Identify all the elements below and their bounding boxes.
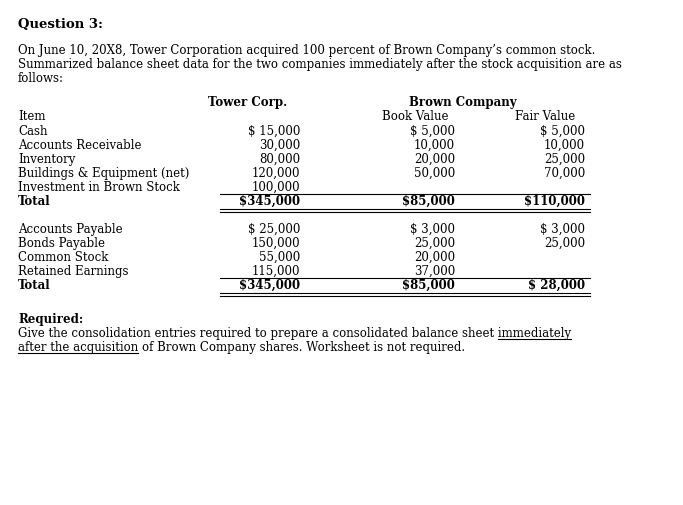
Text: 20,000: 20,000 — [414, 153, 455, 166]
Text: 55,000: 55,000 — [259, 251, 300, 264]
Text: after the acquisition of Brown Company shares. Worksheet is not required.: after the acquisition of Brown Company s… — [18, 341, 465, 354]
Text: Brown Company: Brown Company — [409, 96, 517, 109]
Text: 80,000: 80,000 — [259, 153, 300, 166]
Text: Inventory: Inventory — [18, 153, 75, 166]
Text: Investment in Brown Stock: Investment in Brown Stock — [18, 181, 180, 194]
Text: Summarized balance sheet data for the two companies immediately after the stock : Summarized balance sheet data for the tw… — [18, 58, 622, 71]
Text: 115,000: 115,000 — [251, 265, 300, 278]
Text: $ 3,000: $ 3,000 — [540, 223, 585, 236]
Text: Common Stock: Common Stock — [18, 251, 109, 264]
Text: 150,000: 150,000 — [251, 237, 300, 250]
Text: follows:: follows: — [18, 72, 64, 85]
Text: 25,000: 25,000 — [544, 237, 585, 250]
Text: 25,000: 25,000 — [544, 153, 585, 166]
Text: $ 5,000: $ 5,000 — [540, 125, 585, 138]
Text: after the acquisition: after the acquisition — [18, 341, 138, 354]
Text: 100,000: 100,000 — [251, 181, 300, 194]
Text: Book Value: Book Value — [382, 110, 448, 123]
Text: Give the consolidation entries required to prepare a consolidated balance sheet : Give the consolidation entries required … — [18, 327, 571, 340]
Text: On June 10, 20X8, Tower Corporation acquired 100 percent of Brown Company’s comm: On June 10, 20X8, Tower Corporation acqu… — [18, 44, 596, 57]
Text: $85,000: $85,000 — [402, 279, 455, 292]
Text: 30,000: 30,000 — [259, 139, 300, 152]
Text: Accounts Receivable: Accounts Receivable — [18, 139, 141, 152]
Text: Fair Value: Fair Value — [515, 110, 575, 123]
Text: 50,000: 50,000 — [414, 167, 455, 180]
Text: Retained Earnings: Retained Earnings — [18, 265, 128, 278]
Text: Required:: Required: — [18, 313, 83, 326]
Text: $110,000: $110,000 — [524, 195, 585, 208]
Text: $ 3,000: $ 3,000 — [410, 223, 455, 236]
Text: $ 28,000: $ 28,000 — [528, 279, 585, 292]
Text: Accounts Payable: Accounts Payable — [18, 223, 123, 236]
Text: Question 3:: Question 3: — [18, 18, 103, 31]
Text: Give the consolidation entries required to prepare a consolidated balance sheet : Give the consolidation entries required … — [18, 327, 571, 340]
Text: $ 15,000: $ 15,000 — [248, 125, 300, 138]
Text: Total: Total — [18, 195, 51, 208]
Text: $85,000: $85,000 — [402, 195, 455, 208]
Text: Give the consolidation entries required to prepare a consolidated balance sheet: Give the consolidation entries required … — [18, 327, 498, 340]
Text: 25,000: 25,000 — [414, 237, 455, 250]
Text: $ 5,000: $ 5,000 — [410, 125, 455, 138]
Text: Cash: Cash — [18, 125, 48, 138]
Text: Bonds Payable: Bonds Payable — [18, 237, 105, 250]
Text: 10,000: 10,000 — [414, 139, 455, 152]
Text: 20,000: 20,000 — [414, 251, 455, 264]
Text: 10,000: 10,000 — [544, 139, 585, 152]
Text: $345,000: $345,000 — [239, 195, 300, 208]
Text: $ 25,000: $ 25,000 — [248, 223, 300, 236]
Text: $345,000: $345,000 — [239, 279, 300, 292]
Text: Item: Item — [18, 110, 46, 123]
Text: 120,000: 120,000 — [251, 167, 300, 180]
Text: Buildings & Equipment (net): Buildings & Equipment (net) — [18, 167, 189, 180]
Text: Total: Total — [18, 279, 51, 292]
Text: Tower Corp.: Tower Corp. — [208, 96, 288, 109]
Text: 37,000: 37,000 — [414, 265, 455, 278]
Text: 70,000: 70,000 — [544, 167, 585, 180]
